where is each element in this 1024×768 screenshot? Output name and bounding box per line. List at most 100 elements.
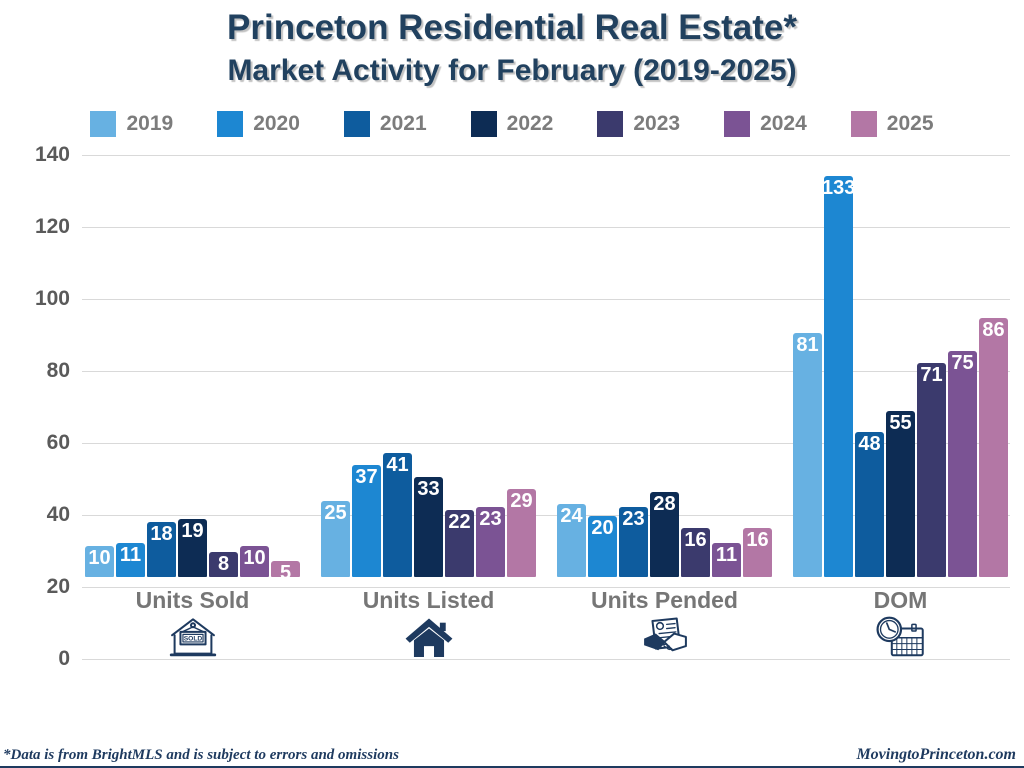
bar-value-label: 55 (889, 411, 912, 434)
bar-value-label: 25 (324, 502, 347, 525)
bar-value-label: 10 (243, 547, 266, 570)
category-label-dom: DOM (873, 586, 928, 613)
bar-value-label: 16 (746, 529, 769, 552)
bar-value-label: 48 (858, 433, 881, 455)
bar-value-label: 24 (560, 505, 583, 528)
gridline (82, 659, 1010, 660)
bar-value-label: 37 (355, 466, 378, 489)
bar-2023-units-sold: 8 (209, 552, 238, 577)
category-group-units-pended: 24 20 23 28 16 11 16 Units Pended (557, 155, 772, 659)
y-tick-label: 60 (46, 431, 70, 454)
bar-2019-dom: 81 (793, 332, 822, 577)
legend-swatch (850, 111, 877, 137)
bar-value-label: 5 (279, 562, 292, 585)
legend-item-2019: 2019 (90, 111, 173, 137)
legend-label: 2025 (886, 112, 934, 135)
house-icon (405, 618, 452, 657)
footer-disclaimer: *Data is from BrightMLS and is subject t… (3, 747, 399, 763)
legend-swatch (217, 111, 244, 137)
bar-value-label: 20 (591, 517, 614, 540)
gridline (82, 587, 1010, 588)
gridline (82, 299, 1010, 300)
bar-2025-units-listed: 29 (507, 489, 536, 577)
bar-2024-units-listed: 23 (476, 507, 505, 577)
category-label-units-sold: Units Sold (135, 586, 250, 613)
bar-2025-dom: 86 (979, 317, 1008, 577)
bar-value-label: 75 (951, 351, 974, 374)
y-tick-label: 80 (46, 359, 70, 382)
category-group-units-sold: 10 11 18 19 8 10 5 Units Sold SOLD (85, 155, 300, 659)
category-label-units-listed: Units Listed (362, 586, 495, 613)
bar-2020-units-listed: 37 (352, 465, 381, 577)
bar-2024-units-sold: 10 (240, 546, 269, 577)
bar-value-label: 86 (982, 318, 1005, 341)
legend-swatch (90, 111, 117, 137)
house-sold-icon: SOLD (169, 617, 216, 656)
bar-2020-units-pended: 20 (588, 516, 617, 577)
legend-swatch (470, 111, 497, 137)
legend-item-2021: 2021 (343, 111, 427, 137)
bar-2021-units-pended: 23 (619, 507, 648, 577)
legend-swatch (343, 111, 370, 137)
y-tick-label: 140 (34, 143, 70, 166)
bar-value-label: 18 (150, 523, 173, 546)
bar-2022-units-pended: 28 (650, 492, 679, 577)
bar-value-label: 33 (417, 478, 440, 501)
bar-value-label: 133 (822, 177, 856, 200)
legend-label: 2023 (633, 112, 681, 135)
legend: 2019 2020 2021 2022 2023 2024 2025 (0, 108, 1024, 140)
sold-sign-text: SOLD (183, 635, 202, 642)
legend-label: 2020 (253, 112, 300, 135)
gridline (82, 155, 1010, 156)
bar-value-label: 19 (181, 520, 204, 543)
legend-swatch (724, 111, 751, 137)
bar-value-label: 23 (622, 508, 645, 531)
handshake-contract-icon (643, 617, 687, 651)
bar-2021-dom: 48 (855, 432, 884, 577)
footer-website: MovingtoPrinceton.com (856, 746, 1016, 763)
legend-item-2024: 2024 (724, 111, 807, 137)
y-tick-label: 40 (46, 503, 70, 526)
bar-2022-dom: 55 (886, 410, 915, 577)
bar-value-label: 41 (386, 454, 409, 477)
gridline (82, 227, 1010, 228)
bar-2023-dom: 71 (917, 362, 946, 577)
gridline (82, 443, 1010, 444)
gridline (82, 515, 1010, 516)
bar-value-label: 71 (920, 363, 943, 386)
chart-title-line2: Market Activity for February (2019-2025) (227, 54, 797, 87)
bar-value-label: 29 (510, 490, 533, 513)
category-group-units-listed: 25 37 41 33 22 23 29 Units Listed (321, 155, 536, 659)
bar-value-label: 11 (715, 544, 738, 567)
bar-value-label: 16 (684, 529, 707, 552)
chart-title-line1: Princeton Residential Real Estate* (227, 8, 797, 47)
category-group-dom: 81 133 48 55 71 75 86 DOM (793, 155, 1008, 659)
bar-2021-units-listed: 41 (383, 453, 412, 577)
y-tick-label: 0 (58, 647, 70, 670)
bar-2024-dom: 75 (948, 350, 977, 577)
bar-value-label: 23 (479, 508, 502, 531)
y-tick-label: 120 (34, 215, 70, 238)
y-axis: 0 20 40 60 80 100 120 140 (0, 143, 76, 670)
bars-units-sold: 10 11 18 19 8 10 5 (85, 155, 300, 584)
legend-item-2020: 2020 (217, 111, 300, 137)
bar-2019-units-sold: 10 (85, 546, 114, 577)
plot-area: 10 11 18 19 8 10 5 Units Sold SOLD 25 37 41 33 22 2… (82, 155, 1010, 660)
legend-label: 2024 (760, 112, 807, 135)
legend-item-2022: 2022 (470, 111, 553, 137)
gridlines (82, 155, 1010, 660)
clock-calendar-icon (875, 616, 924, 656)
bar-2020-units-sold: 11 (116, 543, 145, 577)
bar-value-label: 11 (119, 544, 142, 567)
bar-2022-units-sold: 19 (178, 519, 207, 577)
y-tick-label: 100 (34, 287, 70, 310)
category-label-units-pended: Units Pended (591, 586, 738, 613)
bars-units-listed: 25 37 41 33 22 23 29 (321, 155, 536, 577)
legend-label: 2019 (126, 112, 174, 135)
legend-item-2023: 2023 (597, 111, 680, 137)
bar-2021-units-sold: 18 (147, 522, 176, 577)
bar-groups: 10 11 18 19 8 10 5 Units Sold SOLD 25 37 41 33 22 2… (85, 155, 1008, 659)
bars-units-pended: 24 20 23 28 16 11 16 (557, 155, 772, 577)
gridline (82, 371, 1010, 372)
